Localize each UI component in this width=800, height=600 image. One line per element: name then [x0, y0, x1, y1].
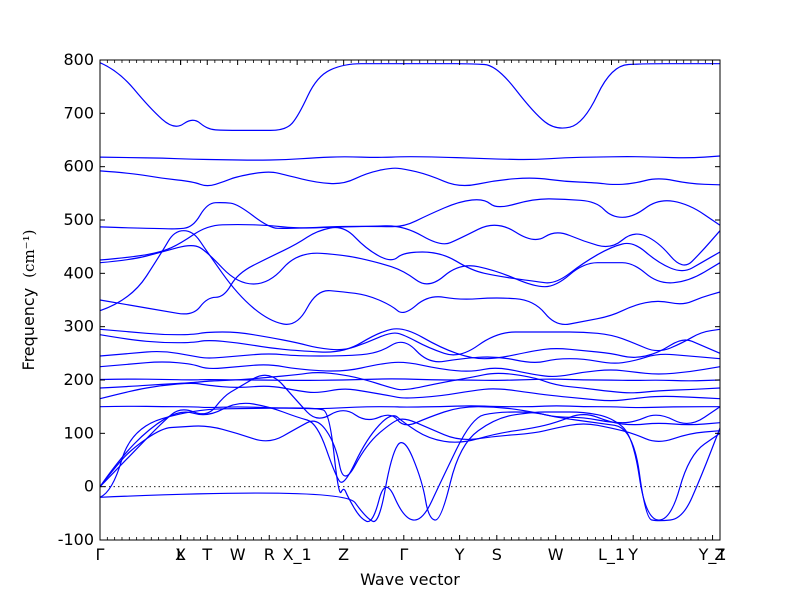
y-axis-label-group: Frequency (cm⁻¹) [19, 230, 38, 371]
band-line-6 [99, 245, 721, 288]
y-axis-label: Frequency (cm⁻¹) [19, 230, 38, 371]
band-line-16 [99, 405, 720, 410]
x-axis-ticks: Γ XL T W R X_1 Z Γ Y S W L_1 Y Y_1Z [96, 60, 727, 565]
x-tick-label: Y [454, 545, 465, 564]
band-lines [99, 62, 721, 523]
band-line-17 [99, 374, 721, 488]
band-line-15 [99, 382, 721, 402]
x-tick-label: Z [338, 545, 349, 564]
y-tick-label: 200 [63, 370, 94, 389]
x-tick-label: L_1 [598, 545, 625, 565]
band-line-5 [99, 223, 721, 266]
y-tick-label: 600 [63, 157, 94, 176]
band-line-4 [99, 198, 721, 230]
y-tick-label: 700 [63, 103, 94, 122]
x-tick-label: Y [627, 545, 638, 564]
plot-frame [99, 59, 721, 541]
band-line-19 [99, 418, 721, 488]
x-tick-label: L [176, 545, 185, 564]
band-line-12 [99, 361, 721, 378]
x-tick-label: Γ [96, 545, 105, 564]
x-tick-label: R [264, 545, 275, 564]
band-line-18 [99, 402, 721, 488]
band-line-3 [99, 167, 721, 187]
x-tick-label: Γ [399, 545, 408, 564]
x-tick-label: X_1 [283, 545, 312, 565]
band-line-9 [99, 328, 721, 356]
band-line-2 [99, 155, 721, 161]
x-tick-label: W [230, 545, 246, 564]
y-axis-unit: (cm⁻¹) [20, 230, 38, 278]
y-tick-label: 100 [63, 423, 94, 442]
y-tick-label: 0 [84, 477, 94, 496]
y-axis-label-text: Frequency [19, 288, 38, 371]
x-tick-label: Y_1 [698, 545, 727, 565]
y-tick-label: 500 [63, 210, 94, 229]
x-tick-label: S [492, 545, 502, 564]
y-axis-ticks: -100 0 100 200 300 400 500 600 700 800 [58, 50, 720, 549]
band-line-1 [99, 62, 720, 131]
x-tick-label: X [175, 545, 186, 564]
x-tick-label: T [201, 545, 212, 564]
band-line-11 [99, 341, 721, 364]
band-line-8 [99, 230, 721, 326]
band-line-20 [99, 407, 721, 523]
x-tick-label: W [548, 545, 564, 564]
band-line-10 [99, 328, 721, 360]
band-line-14 [99, 372, 721, 394]
band-line-21 [99, 411, 721, 522]
x-axis-label: Wave vector [360, 570, 460, 589]
y-tick-label: 300 [63, 317, 94, 336]
band-line-13 [99, 378, 721, 382]
y-tick-label: 800 [63, 50, 94, 69]
band-line-7 [99, 226, 721, 315]
y-tick-label: 400 [63, 263, 94, 282]
x-tick-label: Z [715, 545, 726, 564]
y-tick-label: -100 [58, 530, 94, 549]
